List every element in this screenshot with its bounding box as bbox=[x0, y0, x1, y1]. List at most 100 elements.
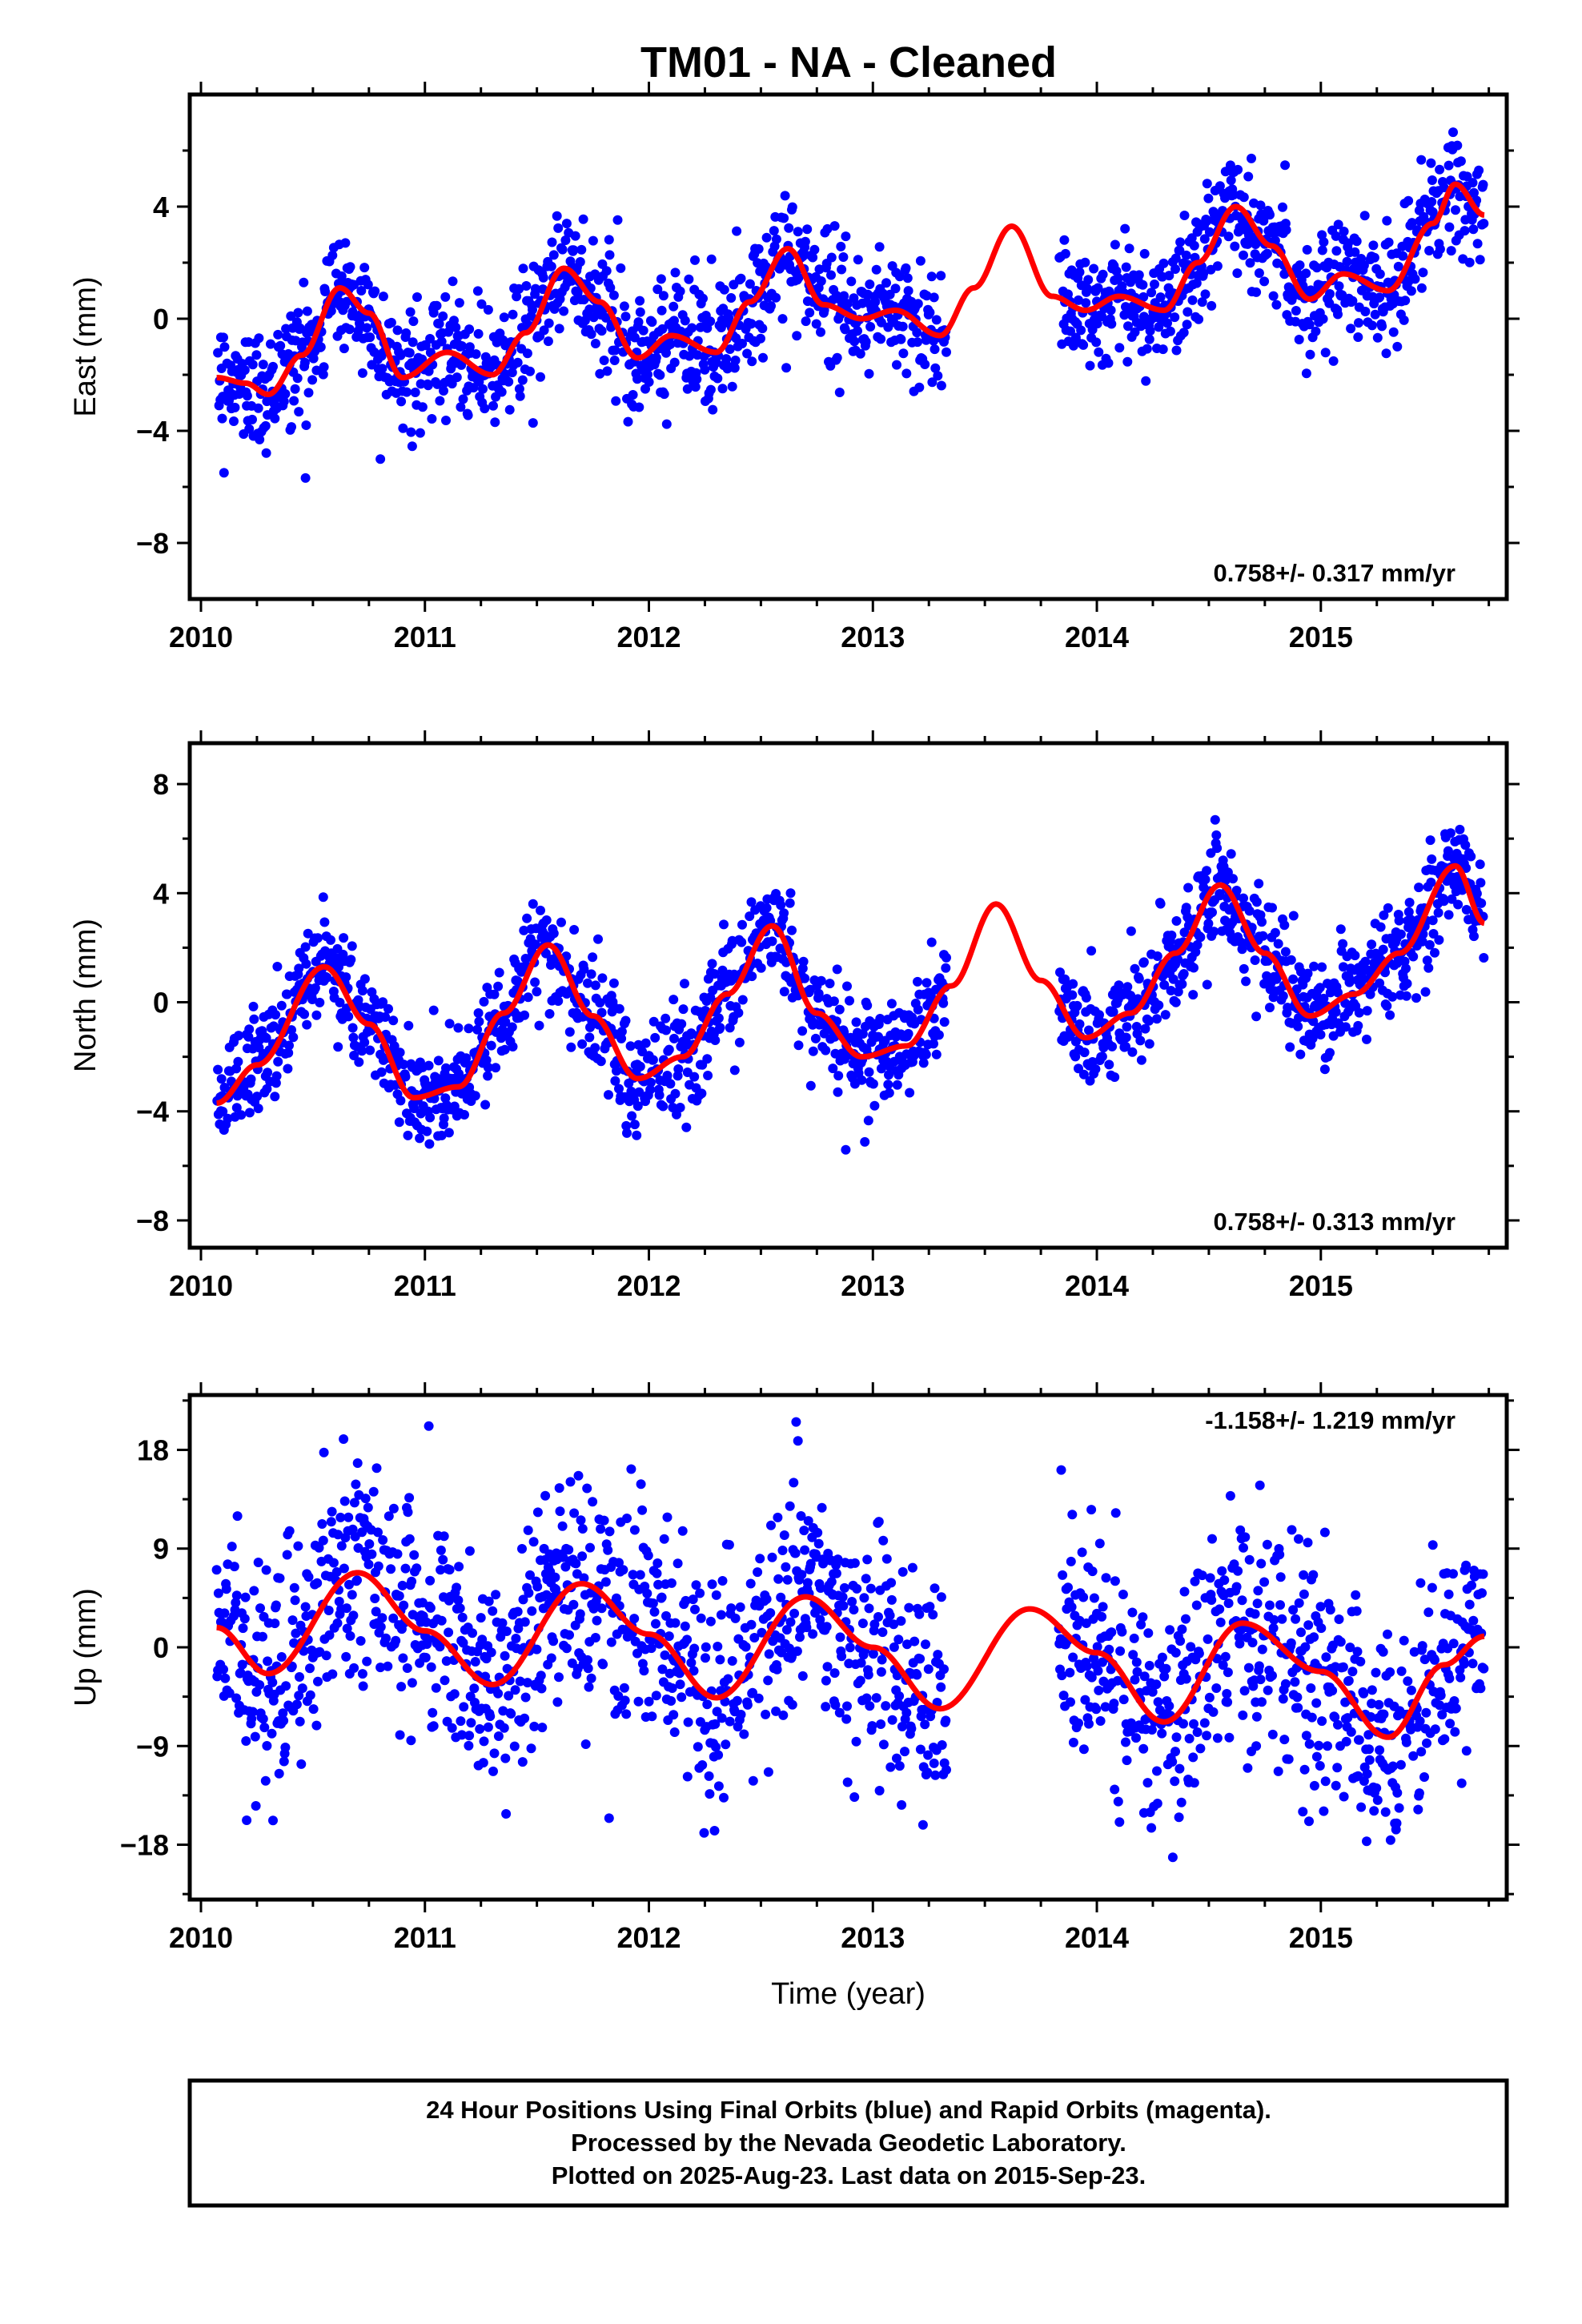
data-point bbox=[518, 1594, 528, 1605]
data-point bbox=[1299, 1589, 1309, 1599]
data-point bbox=[1333, 309, 1343, 320]
data-point bbox=[359, 1037, 370, 1047]
data-point bbox=[885, 1762, 896, 1772]
data-point bbox=[273, 1056, 283, 1067]
data-point bbox=[1415, 1578, 1426, 1588]
data-point bbox=[1362, 1034, 1371, 1044]
data-point bbox=[1170, 264, 1180, 274]
data-point bbox=[532, 1582, 543, 1592]
data-point bbox=[231, 1693, 242, 1703]
data-point bbox=[1351, 236, 1362, 247]
data-point bbox=[301, 420, 311, 430]
data-point bbox=[1147, 1687, 1158, 1697]
data-point bbox=[1339, 1791, 1349, 1802]
data-point bbox=[1469, 931, 1479, 942]
data-point bbox=[219, 468, 229, 478]
data-point bbox=[1461, 1746, 1472, 1756]
data-point bbox=[596, 1056, 606, 1067]
data-point bbox=[689, 1643, 700, 1654]
data-point bbox=[409, 1104, 420, 1114]
data-point bbox=[1448, 1638, 1459, 1649]
data-point bbox=[1254, 1661, 1264, 1671]
data-point bbox=[833, 1554, 843, 1565]
data-point bbox=[1162, 318, 1172, 328]
data-point bbox=[1159, 979, 1170, 990]
data-point bbox=[803, 1516, 813, 1526]
data-point bbox=[1186, 1642, 1196, 1652]
data-point bbox=[457, 1612, 468, 1622]
data-point bbox=[1423, 1607, 1434, 1618]
data-point bbox=[909, 1636, 920, 1647]
data-point bbox=[1375, 269, 1385, 279]
footer-line-1: 24 Hour Positions Using Final Orbits (bl… bbox=[426, 2096, 1271, 2124]
data-point bbox=[1067, 1510, 1078, 1520]
data-point bbox=[588, 235, 598, 246]
data-point bbox=[793, 1040, 804, 1051]
data-point bbox=[1139, 1671, 1150, 1682]
data-point bbox=[1474, 165, 1484, 175]
data-point bbox=[931, 315, 942, 325]
data-point bbox=[1382, 1001, 1392, 1011]
data-point bbox=[345, 1630, 355, 1641]
data-point bbox=[868, 1649, 878, 1659]
data-point bbox=[828, 1063, 838, 1074]
data-point bbox=[660, 1650, 670, 1660]
data-point bbox=[242, 1815, 252, 1825]
data-point bbox=[619, 301, 629, 312]
data-point bbox=[1202, 866, 1212, 876]
data-point bbox=[1331, 1007, 1341, 1017]
data-point bbox=[644, 1696, 654, 1707]
data-point bbox=[1375, 1745, 1385, 1755]
data-point bbox=[1258, 931, 1268, 941]
data-point bbox=[1140, 1023, 1150, 1034]
data-point bbox=[326, 306, 336, 316]
data-point bbox=[867, 1721, 877, 1731]
data-point bbox=[785, 1501, 795, 1511]
data-point bbox=[1366, 1712, 1376, 1722]
data-point bbox=[897, 321, 908, 332]
data-point bbox=[730, 1613, 741, 1623]
data-point bbox=[628, 1570, 638, 1580]
data-point bbox=[242, 391, 252, 401]
data-point bbox=[727, 1656, 737, 1666]
data-point bbox=[253, 1104, 263, 1114]
data-point bbox=[491, 1590, 501, 1600]
data-point bbox=[528, 418, 538, 428]
data-point bbox=[416, 379, 426, 389]
data-point bbox=[404, 1493, 415, 1503]
data-point bbox=[753, 1693, 764, 1703]
data-point bbox=[1257, 1644, 1267, 1655]
y-tick-label: −9 bbox=[136, 1730, 169, 1763]
data-point bbox=[508, 309, 518, 320]
data-point bbox=[472, 1024, 483, 1035]
data-point bbox=[219, 1608, 230, 1618]
data-point bbox=[1331, 246, 1342, 256]
y-tick-label: 4 bbox=[153, 877, 169, 910]
data-point bbox=[667, 1683, 677, 1693]
data-point bbox=[579, 964, 589, 975]
data-point bbox=[234, 1031, 244, 1041]
data-point bbox=[565, 256, 576, 267]
data-point bbox=[861, 336, 871, 347]
data-point bbox=[244, 424, 255, 434]
data-point bbox=[1060, 248, 1070, 259]
data-point bbox=[673, 1558, 683, 1569]
data-point bbox=[677, 1526, 688, 1536]
data-point bbox=[793, 227, 803, 237]
data-point bbox=[1135, 1035, 1146, 1046]
data-point bbox=[1232, 268, 1243, 279]
data-point bbox=[1244, 906, 1255, 916]
data-point bbox=[755, 1554, 765, 1564]
x-tick-label: 2012 bbox=[616, 1269, 681, 1302]
data-point bbox=[863, 1116, 873, 1126]
data-point bbox=[657, 324, 668, 334]
data-point bbox=[271, 1010, 281, 1020]
data-point bbox=[289, 396, 299, 406]
data-point bbox=[1388, 327, 1399, 337]
data-point bbox=[706, 254, 717, 264]
fit-line bbox=[215, 862, 1487, 1106]
data-point bbox=[428, 1707, 438, 1718]
data-point bbox=[748, 1687, 757, 1698]
data-point bbox=[1181, 250, 1191, 260]
data-point bbox=[1152, 1799, 1162, 1808]
